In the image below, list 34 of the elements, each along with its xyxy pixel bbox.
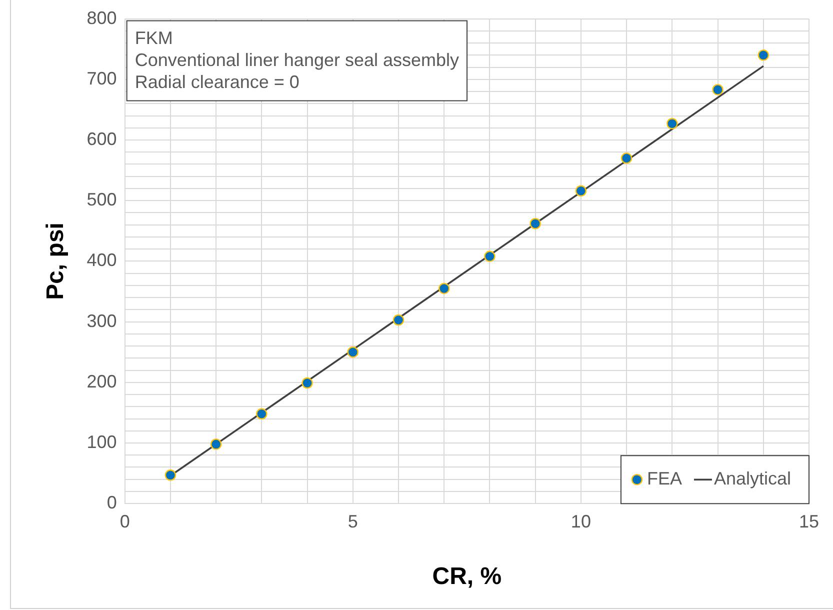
- y-tick-label: 400: [86, 250, 117, 270]
- point: [302, 377, 313, 389]
- annotation: FKM: [134, 28, 173, 48]
- y-tick-label: 300: [86, 310, 117, 331]
- x-tick-label: 0: [120, 511, 130, 532]
- point: [620, 152, 632, 164]
- x-tick-label: 5: [348, 511, 358, 532]
- y-tick-label: 0: [106, 492, 117, 513]
- y-tick-label: 700: [86, 68, 117, 88]
- point: [484, 250, 496, 262]
- point: [210, 438, 222, 450]
- y-tick-label: 200: [86, 371, 117, 392]
- x-tick-label: 10: [570, 511, 591, 532]
- y-tick-label: 600: [86, 128, 117, 149]
- y-tick-label: 100: [86, 432, 117, 452]
- annotation: Conventional liner hanger seal assembly: [134, 50, 460, 70]
- point: [392, 314, 404, 326]
- legend-label: FEA: [646, 468, 682, 489]
- point: [758, 50, 769, 61]
- legend-label: Analytical: [714, 468, 792, 489]
- point: [530, 218, 541, 230]
- point: [438, 282, 450, 294]
- annotation: Radial clearance = 0: [134, 72, 300, 92]
- x-tick-label: 15: [798, 511, 820, 532]
- y-tick-label: 500: [86, 190, 117, 210]
- point: [347, 346, 358, 358]
- point: [666, 118, 678, 130]
- y-axis-title: Pc, psi: [42, 222, 70, 300]
- x-axis-title: CR, %: [432, 563, 502, 590]
- point: [164, 470, 176, 481]
- point: [256, 408, 268, 420]
- point: [575, 185, 587, 197]
- y-tick-label: 800: [86, 8, 117, 28]
- point: [712, 84, 724, 96]
